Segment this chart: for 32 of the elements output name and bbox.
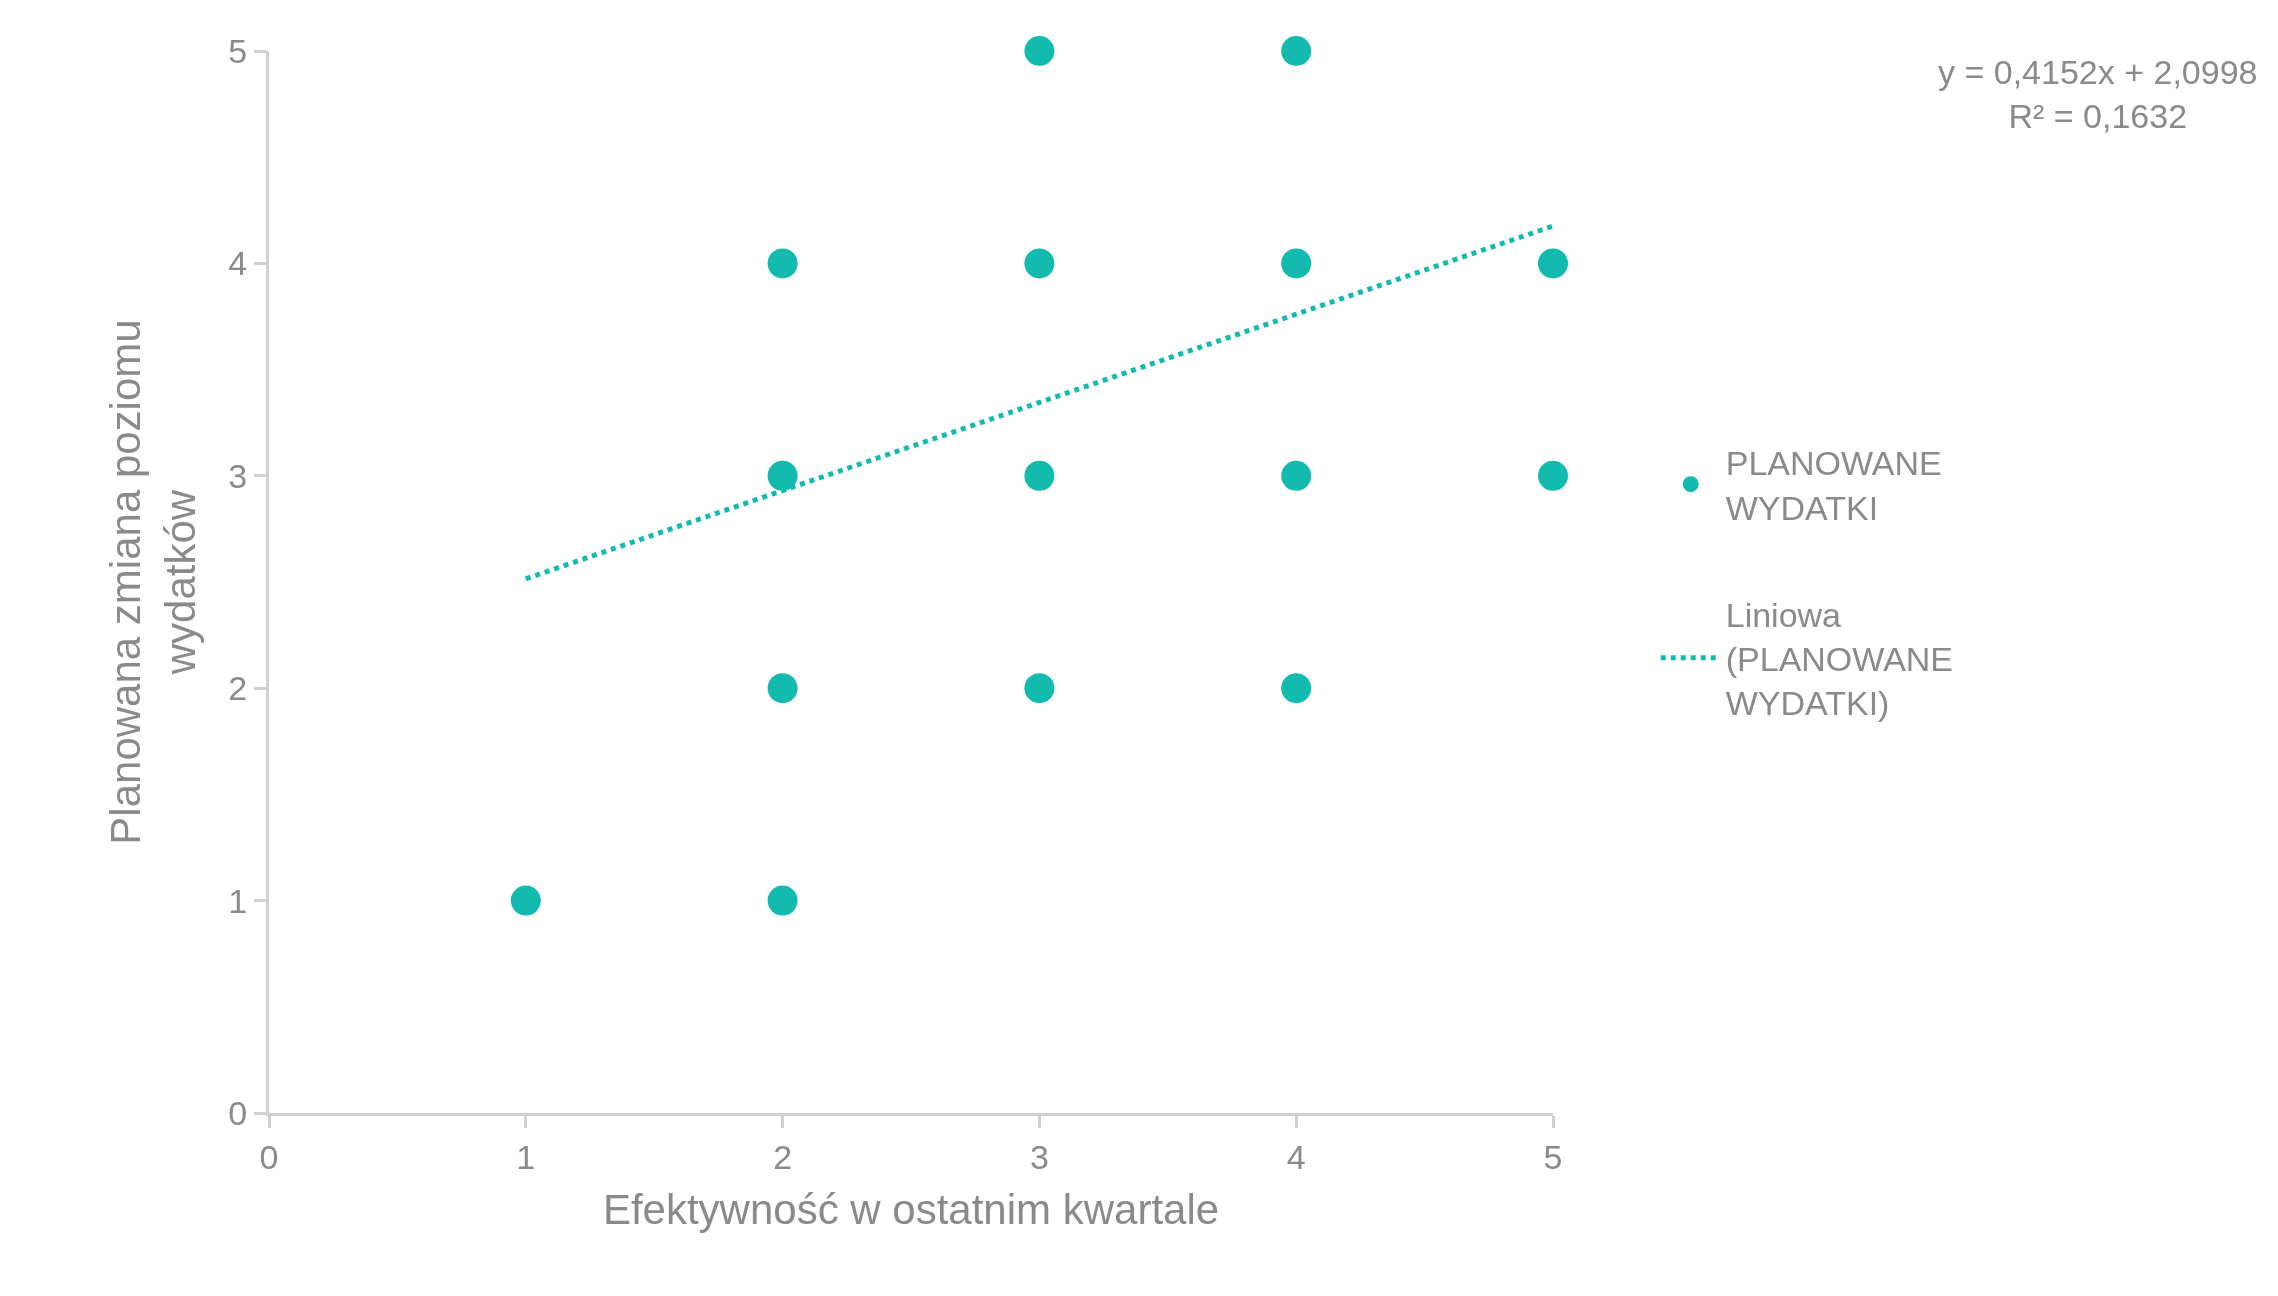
x-axis-title: Efektywność w ostatnim kwartale	[602, 1185, 1220, 1233]
point	[1538, 460, 1568, 491]
point	[767, 885, 798, 916]
y-axis-title: Planowana zmiana poziomu wydatków	[102, 319, 205, 845]
y-tick-label: 4	[228, 244, 248, 283]
point	[510, 885, 541, 916]
point	[1024, 673, 1055, 704]
x-tick-label: 2	[773, 1137, 793, 1176]
point	[1281, 673, 1312, 704]
x-tick-label: 0	[259, 1137, 279, 1176]
x-tick-label: 1	[516, 1137, 536, 1176]
x-tick-label: 5	[1543, 1137, 1563, 1176]
point	[1281, 36, 1312, 66]
y-tick-label: 1	[228, 881, 248, 920]
x-tick-label: 3	[1029, 1137, 1049, 1176]
point	[1024, 460, 1055, 491]
point	[1024, 248, 1055, 279]
point	[767, 248, 798, 279]
legend-label: Liniowa (PLANOWANE WYDATKI)	[1725, 595, 1954, 723]
text: y = 0,4152x + 2,0998 R² = 0,1632	[1938, 53, 2258, 136]
point	[1024, 36, 1055, 66]
x-tick-label: 4	[1286, 1137, 1306, 1176]
y-tick-label: 0	[228, 1093, 248, 1132]
y-tick-label: 5	[228, 31, 248, 70]
point	[767, 673, 798, 704]
legend-label: PLANOWANE WYDATKI	[1725, 444, 1942, 527]
point	[1281, 248, 1312, 279]
point	[1281, 460, 1312, 491]
point	[1538, 248, 1568, 279]
y-tick-label: 2	[228, 669, 248, 708]
y-tick-label: 3	[228, 456, 248, 495]
point	[767, 460, 798, 491]
